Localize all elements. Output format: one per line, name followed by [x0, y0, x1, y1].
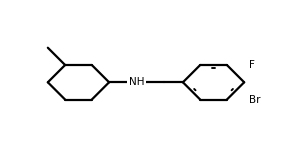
Text: F: F — [249, 60, 255, 70]
Text: Br: Br — [249, 95, 260, 105]
Text: NH: NH — [129, 77, 144, 87]
